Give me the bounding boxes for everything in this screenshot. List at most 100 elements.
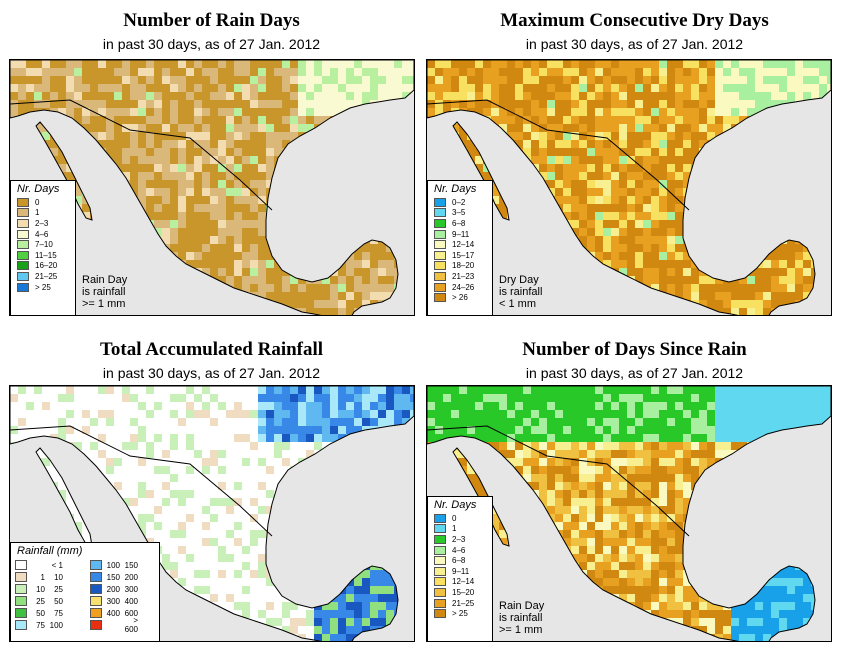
grid-cell: [138, 68, 146, 76]
grid-cell: [755, 68, 763, 76]
legend-item: 12–14: [428, 239, 492, 250]
grid-cell: [154, 60, 162, 68]
grid-cell: [539, 172, 547, 180]
grid-cell: [42, 426, 50, 434]
grid-cell: [98, 466, 106, 474]
grid-cell: [803, 76, 811, 84]
map-rain-days[interactable]: Nr. Days 0 1 2–3 4–6 7–10 11–15 16–20 21–25 > 25…: [9, 59, 415, 316]
grid-cell: [218, 538, 226, 546]
grid-cell: [707, 76, 715, 84]
grid-cell: [507, 124, 515, 132]
grid-cell: [483, 84, 491, 92]
grid-cell: [346, 402, 354, 410]
grid-cell: [146, 402, 154, 410]
grid-cell: [571, 156, 579, 164]
grid-cell: [338, 410, 346, 418]
grid-cell: [290, 410, 298, 418]
grid-cell: [811, 68, 819, 76]
grid-cell: [723, 116, 731, 124]
grid-cell: [595, 100, 603, 108]
grid-cell: [402, 402, 410, 410]
grid-cell: [691, 124, 699, 132]
grid-cell: [258, 132, 266, 140]
grid-cell: [218, 410, 226, 418]
grid-cell: [531, 156, 539, 164]
grid-cell: [226, 276, 234, 284]
grid-cell: [242, 116, 250, 124]
grid-cell: [210, 402, 218, 410]
map-rainfall[interactable]: Rainfall (mm) < 1 1 10 10 25 25 50 50 75 75 100 10…: [9, 385, 415, 642]
grid-cell: [258, 514, 266, 522]
grid-cell: [539, 116, 547, 124]
legend-item: > 26: [428, 292, 492, 303]
grid-cell: [811, 92, 819, 100]
grid-cell: [755, 308, 763, 315]
grid-cell: [651, 76, 659, 84]
grid-cell: [234, 92, 242, 100]
grid-cell: [218, 418, 226, 426]
grid-cell: [346, 92, 354, 100]
grid-cell: [354, 418, 362, 426]
grid-cell: [595, 132, 603, 140]
grid-cell: [106, 466, 114, 474]
grid-cell: [290, 602, 298, 610]
grid-cell: [146, 394, 154, 402]
grid-cell: [571, 180, 579, 188]
grid-cell: [106, 386, 114, 394]
grid-cell: [378, 402, 386, 410]
grid-cell: [242, 426, 250, 434]
legend-label: 1: [35, 208, 40, 218]
grid-cell: [258, 386, 266, 394]
note-line: Dry Day: [499, 274, 539, 286]
grid-cell: [635, 172, 643, 180]
grid-cell: [138, 442, 146, 450]
grid-cell: [154, 514, 162, 522]
grid-cell: [162, 410, 170, 418]
grid-cell: [362, 68, 370, 76]
grid-cell: [795, 68, 803, 76]
grid-cell: [739, 308, 747, 315]
grid-cell: [194, 124, 202, 132]
grid-cell: [282, 300, 290, 308]
grid-cell: [122, 410, 130, 418]
grid-cell: [354, 276, 362, 284]
grid-cell: [258, 84, 266, 92]
grid-cell: [186, 156, 194, 164]
grid-cell: [226, 506, 234, 514]
grid-cell: [26, 394, 34, 402]
grid-cell: [370, 386, 378, 394]
grid-cell: [803, 292, 811, 300]
grid-cell: [106, 402, 114, 410]
grid-cell: [146, 84, 154, 92]
grid-cell: [194, 132, 202, 140]
grid-cell: [619, 76, 627, 84]
map-dry-days[interactable]: Nr. Days 0–2 3–5 6–8 9–11 12–14 15–17 18–20 21–…: [426, 59, 832, 316]
grid-cell: [218, 514, 226, 522]
grid-cell: [306, 92, 314, 100]
grid-cell: [186, 394, 194, 402]
grid-cell: [643, 68, 651, 76]
grid-cell: [186, 188, 194, 196]
legend-label: 18–20: [452, 261, 475, 271]
grid-cell: [242, 610, 250, 618]
grid-cell: [330, 418, 338, 426]
grid-cell: [475, 68, 483, 76]
grid-cell: [138, 60, 146, 68]
grid-cell: [242, 490, 250, 498]
grid-cell: [154, 212, 162, 220]
grid-cell: [34, 402, 42, 410]
grid-cell: [170, 562, 178, 570]
grid-cell: [186, 164, 194, 172]
grid-cell: [146, 60, 154, 68]
grid-cell: [26, 76, 34, 84]
grid-cell: [26, 402, 34, 410]
grid-cell: [170, 180, 178, 188]
grid-cell: [346, 260, 354, 268]
grid-cell: [218, 602, 226, 610]
grid-cell: [114, 426, 122, 434]
grid-cell: [595, 140, 603, 148]
grid-cell: [250, 482, 258, 490]
grid-cell: [314, 394, 322, 402]
grid-cell: [659, 188, 667, 196]
grid-cell: [242, 188, 250, 196]
